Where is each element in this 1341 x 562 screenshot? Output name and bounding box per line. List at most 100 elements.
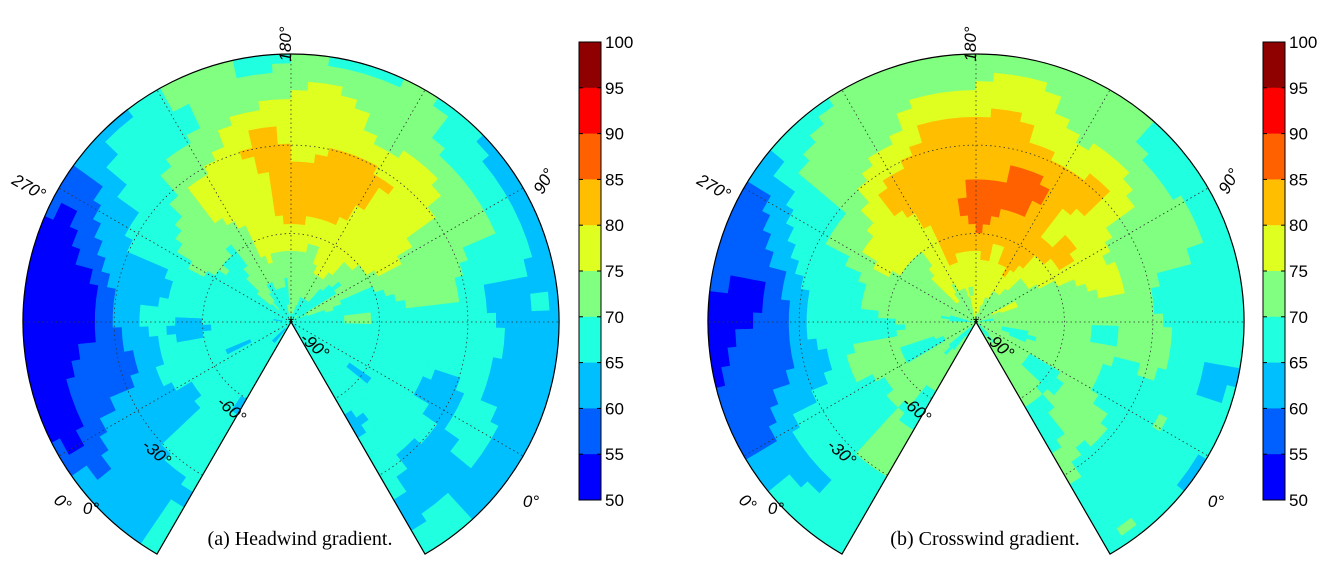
colorbar-tick-label: 100 xyxy=(605,33,633,52)
colorbar-band xyxy=(1263,42,1285,89)
contour-cell xyxy=(1215,328,1227,348)
contour-cell xyxy=(832,305,844,317)
contour-cell xyxy=(282,205,292,216)
contour-cell xyxy=(1073,309,1084,319)
angle-label: 180° xyxy=(276,26,295,61)
contour-cell xyxy=(969,241,977,252)
angle-label: 0° xyxy=(523,492,539,511)
contour-cell xyxy=(67,327,79,346)
contour-cell xyxy=(1188,295,1200,313)
contour-cell xyxy=(76,296,88,314)
contour-cell xyxy=(522,311,533,330)
contour-cell xyxy=(833,335,845,348)
contour-cell xyxy=(895,318,905,325)
contour-cell xyxy=(278,160,292,171)
contour-cell xyxy=(958,80,977,91)
contour-cell xyxy=(58,294,70,313)
contour-cell xyxy=(895,323,906,331)
contour-cell xyxy=(362,318,372,325)
colorbar-band xyxy=(579,408,601,455)
contour-cell xyxy=(779,327,790,343)
contour-cell xyxy=(975,196,986,207)
contour-cell xyxy=(1073,324,1084,334)
contour-cell xyxy=(966,196,977,207)
contour-cell xyxy=(931,322,941,327)
contour-cell xyxy=(290,71,310,82)
contour-cell xyxy=(734,293,746,313)
contour-cell xyxy=(850,316,861,326)
contour-cell xyxy=(1225,310,1236,330)
contour-cell xyxy=(967,214,977,225)
contour-cell xyxy=(1197,328,1209,346)
contour-cell xyxy=(85,312,95,329)
contour-cell xyxy=(860,332,871,343)
contour-cell xyxy=(823,304,835,317)
contour-cell xyxy=(841,325,852,336)
contour-cell xyxy=(1197,294,1209,313)
contour-cell xyxy=(859,324,870,335)
contour-cell xyxy=(770,312,780,329)
contour-cell xyxy=(975,80,994,91)
contour-cell xyxy=(130,302,141,316)
contour-cell xyxy=(406,316,417,326)
contour-cell xyxy=(743,328,755,346)
contour-cell xyxy=(395,299,407,310)
contour-cell xyxy=(958,205,969,217)
contour-cell xyxy=(1198,311,1209,330)
colorbar-tick-label: 70 xyxy=(605,308,624,327)
contour-cell xyxy=(67,311,78,329)
contour-cell xyxy=(379,324,390,333)
contour-cell xyxy=(770,297,782,314)
contour-cell xyxy=(121,326,132,340)
contour-cell xyxy=(301,170,314,181)
contour-cell xyxy=(31,328,43,349)
contour-cell xyxy=(761,312,772,329)
contour-cell xyxy=(276,125,292,136)
colorbar-tick-label: 75 xyxy=(605,262,624,281)
contour-cell xyxy=(716,310,727,330)
contour-cell xyxy=(975,134,990,145)
contour-cell xyxy=(734,311,745,330)
colorbar-tick-label: 80 xyxy=(1289,216,1308,235)
contour-cell xyxy=(219,318,229,325)
contour-cell xyxy=(1188,327,1200,346)
contour-fill xyxy=(22,53,560,555)
contour-cell xyxy=(183,317,194,326)
contour-cell xyxy=(290,223,299,234)
contour-cell xyxy=(1091,307,1102,318)
contour-cell xyxy=(868,309,879,319)
contour-cell xyxy=(148,335,160,348)
angle-label: 270° xyxy=(8,170,49,205)
contour-cell xyxy=(299,188,311,199)
contour-cell xyxy=(512,294,524,313)
contour-cell xyxy=(459,300,470,315)
contour-cell xyxy=(797,313,807,328)
caption-headwind: (a) Headwind gradient. xyxy=(207,528,393,550)
angle-label: 90° xyxy=(1215,165,1244,197)
contour-cell xyxy=(415,325,426,336)
contour-cell xyxy=(859,308,870,318)
contour-cell xyxy=(468,299,479,315)
contour-cell xyxy=(1234,309,1245,331)
contour-cell xyxy=(957,71,977,82)
contour-cell xyxy=(725,328,737,348)
angle-label: 270° xyxy=(693,170,734,205)
contour-cell xyxy=(302,152,316,164)
contour-cell xyxy=(986,161,1000,173)
contour-cell xyxy=(814,314,825,327)
contour-cell xyxy=(335,315,345,321)
contour-cell xyxy=(1063,303,1074,312)
contour-cell xyxy=(707,309,718,331)
contour-cell xyxy=(806,314,816,328)
contour-cell xyxy=(952,161,966,173)
contour-cell xyxy=(280,187,292,198)
contour-cell xyxy=(388,317,399,326)
contour-cell xyxy=(290,134,305,145)
contour-cell xyxy=(273,80,292,91)
contour-cell xyxy=(521,293,533,313)
contour-cell xyxy=(424,315,435,327)
contour-cell xyxy=(960,107,977,118)
contour-cell xyxy=(1089,298,1101,309)
colorbar-tick-label: 60 xyxy=(1289,399,1308,418)
